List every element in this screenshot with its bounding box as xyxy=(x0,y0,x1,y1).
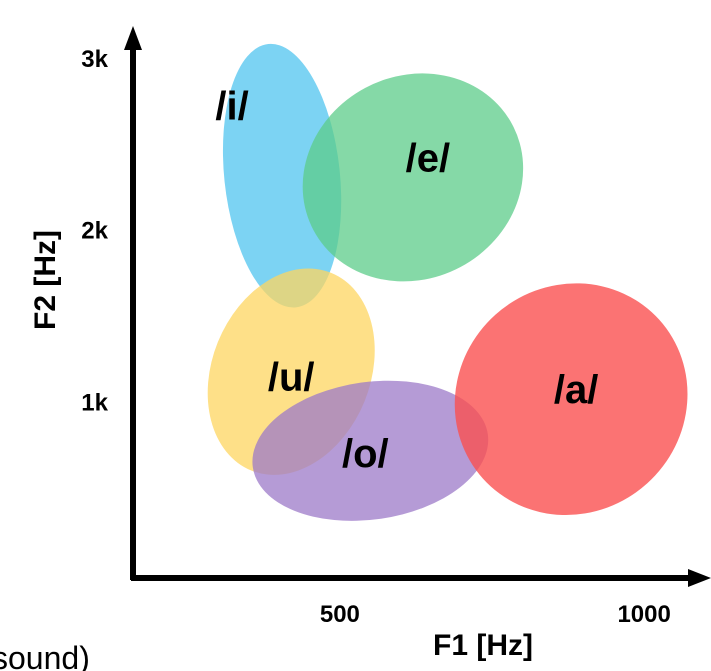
vowel-region-i xyxy=(222,43,342,308)
y-tick-label: 3k xyxy=(81,46,108,73)
y-tick-label: 1k xyxy=(81,390,108,417)
vowel-regions xyxy=(207,43,688,521)
y-axis-arrowhead xyxy=(124,26,142,50)
x-axis-label: F1 [Hz] xyxy=(433,629,533,662)
vowel-labels: /i/ /e/ /u/ /o/ /a/ xyxy=(215,85,598,476)
vowel-label-a: /a/ xyxy=(554,368,598,412)
vowel-label-o: /o/ xyxy=(342,432,389,476)
x-tick-label: 1000 xyxy=(617,601,670,628)
vowel-region-o xyxy=(252,380,489,521)
x-tick-label: 500 xyxy=(320,601,360,628)
axes xyxy=(124,26,711,587)
y-tick-label: 2k xyxy=(81,218,108,245)
vowel-label-e: /e/ xyxy=(406,136,450,180)
vowel-region-e xyxy=(302,73,524,282)
y-axis-label: F2 [Hz] xyxy=(29,230,62,330)
x-axis-arrowhead xyxy=(688,569,711,587)
vowel-label-u: /u/ xyxy=(268,356,315,400)
vowel-label-i: /i/ xyxy=(215,85,248,129)
tick-labels: 500 1000 1k 2k 3k xyxy=(81,46,671,628)
footer-cut-text: sound) xyxy=(0,640,90,671)
vowel-region-a xyxy=(454,283,688,516)
